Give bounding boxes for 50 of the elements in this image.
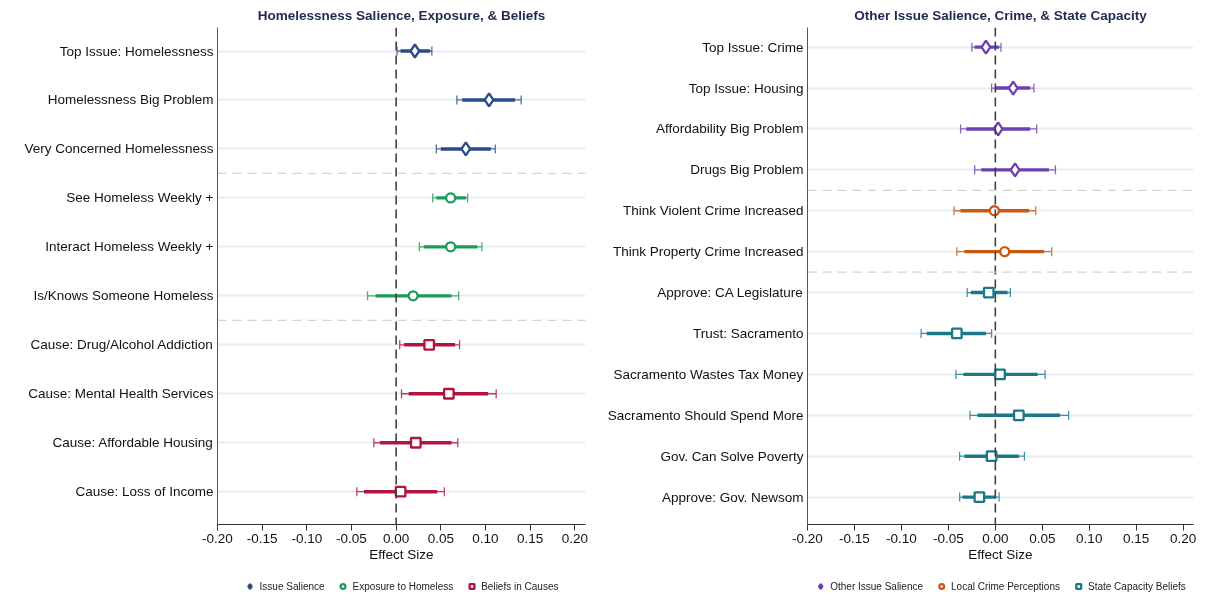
y-tick-label: Cause: Mental Health Services (28, 386, 214, 402)
y-tick-label: Approve: CA Legislature (657, 285, 803, 301)
y-tick-label: Think Violent Crime Increased (622, 203, 804, 219)
legend-label: Local Crime Perceptions (951, 580, 1060, 592)
y-tick-label: Very Concerned Homelessness (24, 141, 214, 157)
x-tick-label: 0.15 (516, 530, 544, 546)
y-tick-label: Affordability Big Problem (655, 121, 804, 137)
legend-label: Beliefs in Causes (481, 580, 559, 592)
y-tick-label: Interact Homeless Weekly + (45, 239, 214, 255)
x-tick-label: 0.05 (1029, 530, 1056, 546)
legend-label: State Capacity Beliefs (1087, 580, 1186, 592)
chart-title: Other Issue Salience, Crime, & State Capacity (854, 7, 1148, 23)
chart-title: Homelessness Salience, Exposure, & Beliefs (257, 7, 546, 23)
x-tick-label: 0.10 (1076, 530, 1103, 546)
x-tick-label: 0.15 (1123, 530, 1150, 546)
x-tick-label: -0.10 (886, 530, 917, 546)
x-axis-title: Effect Size (369, 546, 434, 562)
x-axis-title: Effect Size (968, 546, 1033, 562)
x-tick-label: -0.15 (839, 530, 870, 546)
x-tick-label: 0.10 (472, 530, 499, 546)
x-tick-label: 0.20 (1170, 530, 1197, 546)
y-tick-label: Homelessness Big Problem (47, 92, 214, 108)
y-tick-label: Think Property Crime Increased (612, 244, 804, 260)
legend-label: Exposure to Homeless (352, 580, 454, 592)
y-tick-label: Drugs Big Problem (690, 162, 804, 178)
y-tick-label: Is/Knows Someone Homeless (33, 288, 214, 304)
y-tick-label: Cause: Drug/Alcohol Addiction (30, 337, 213, 353)
x-tick-label: -0.20 (202, 530, 233, 546)
x-tick-label: -0.05 (336, 530, 367, 546)
y-tick-label: Trust: Sacramento (692, 325, 804, 341)
x-tick-label: 0.00 (982, 530, 1009, 546)
y-tick-label: Cause: Loss of Income (75, 484, 214, 500)
y-tick-label: Cause: Affordable Housing (52, 435, 213, 451)
legend-label: Issue Salience (259, 580, 325, 592)
x-tick-label: -0.05 (932, 530, 964, 546)
x-tick-label: 0.20 (561, 530, 588, 546)
y-tick-label: Gov. Can Solve Poverty (660, 448, 804, 464)
y-tick-label: Sacramento Wastes Tax Money (613, 366, 804, 382)
legend-label: Other Issue Salience (830, 580, 924, 592)
y-tick-label: Top Issue: Crime (702, 39, 804, 55)
y-tick-label: Top Issue: Housing (688, 80, 804, 96)
y-tick-label: Approve: Gov. Newsom (661, 489, 804, 505)
x-tick-label: 0.05 (427, 530, 454, 546)
y-tick-label: Sacramento Should Spend More (607, 407, 804, 423)
y-tick-label: See Homeless Weekly + (66, 190, 214, 206)
x-tick-label: -0.20 (792, 530, 823, 546)
x-tick-label: 0.00 (383, 530, 410, 546)
x-tick-label: -0.10 (291, 530, 323, 546)
y-tick-label: Top Issue: Homelessness (59, 43, 214, 59)
x-tick-label: -0.15 (246, 530, 278, 546)
